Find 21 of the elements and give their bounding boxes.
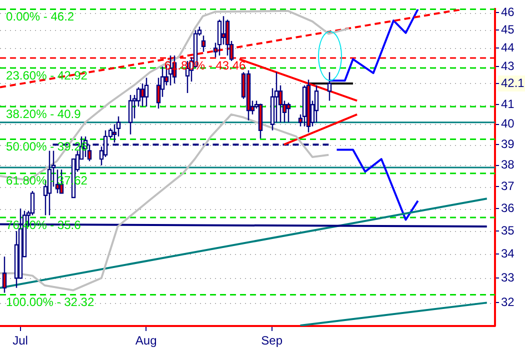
y-tick-label: 33	[501, 270, 515, 284]
y-tick-label: 41	[501, 96, 515, 111]
x-tick-label: Sep	[261, 334, 283, 348]
y-tick-label: 42.1	[501, 76, 525, 90]
y-tick-label: 36	[501, 200, 515, 215]
annotation: 100.00% - 32.32	[6, 295, 94, 310]
annotation: 38.20% - 40.9	[6, 106, 82, 121]
y-tick-label: 44	[501, 40, 515, 55]
y-tick-label: 38	[501, 158, 515, 172]
y-tick-label: 43	[501, 58, 515, 73]
y-tick-label: 34	[501, 246, 515, 261]
x-tick-label: Jul	[12, 334, 28, 348]
y-tick-label: 32	[501, 295, 515, 309]
y-tick-label: 40	[501, 116, 515, 131]
y-tick-label: 39	[501, 136, 515, 151]
annotation: 0.00% - 46.2	[6, 10, 74, 24]
y-tick-label: 46	[501, 4, 515, 19]
y-tick-label: 37	[501, 178, 515, 193]
y-tick-label: 45	[501, 22, 515, 37]
y-tick-label: 35	[501, 223, 515, 238]
x-tick-label: Aug	[135, 334, 157, 348]
